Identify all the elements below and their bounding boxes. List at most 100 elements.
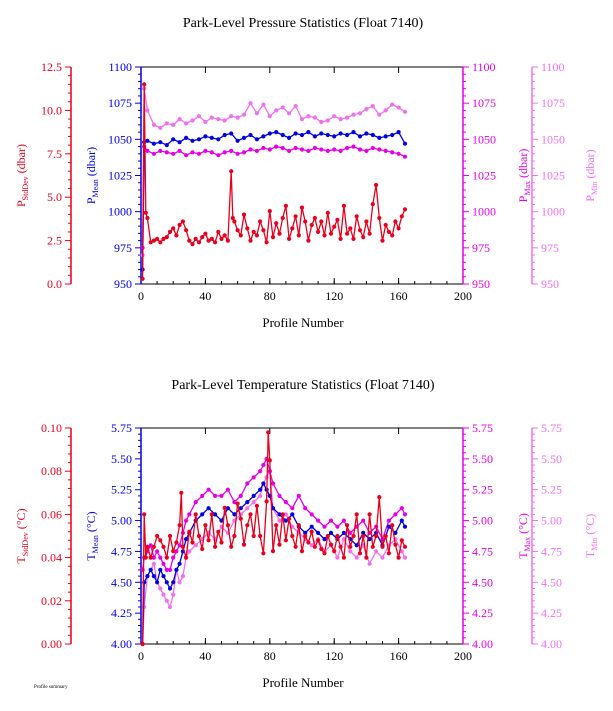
max-data-point [248, 147, 253, 152]
mean-axis-tick-label: 5.00 [111, 514, 132, 528]
mean-data-point [171, 137, 176, 142]
stddev-data-point [277, 231, 282, 236]
axis-label-subscript: Min [590, 182, 599, 195]
stddev-data-point [251, 533, 256, 539]
stddev-data-point [361, 235, 366, 240]
stddev-data-point [267, 458, 272, 463]
axis-label-subscript: StdDev [21, 176, 30, 200]
stddev-data-point [177, 222, 182, 228]
stddev-data-point [319, 546, 324, 552]
max-data-point [280, 145, 285, 151]
min-data-point [293, 104, 298, 109]
stddev-data-point [332, 549, 337, 554]
stddev-data-point [196, 533, 202, 539]
stddev-data-point [402, 207, 408, 212]
min-data-point [299, 117, 305, 122]
stddev-data-point [402, 544, 408, 549]
axis-label-unit: (dbar) [516, 149, 530, 181]
stddev-data-point [309, 529, 314, 534]
stddev-data-point [177, 523, 182, 528]
stddev-data-point [296, 233, 301, 238]
stddev-data-point [254, 233, 259, 238]
stddev-data-point [142, 512, 147, 517]
stddev-axis-tick-label: 12.5 [41, 60, 62, 74]
plot-frame [140, 66, 464, 285]
stddev-data-point [280, 215, 285, 221]
mean-data-point [219, 518, 224, 523]
min-data-point [332, 114, 337, 119]
max-data-point [203, 148, 208, 153]
min-data-point [203, 119, 208, 125]
stddev-data-point [325, 210, 330, 215]
mean-data-point [312, 134, 317, 139]
stddev-axis-tick-label: 0.02 [41, 594, 62, 608]
min-data-point [184, 121, 189, 126]
mean-axis-label: TMean (°C) [84, 511, 100, 560]
min-data-point [277, 518, 282, 523]
stddev-data-point [203, 523, 208, 528]
mean-data-point [283, 518, 288, 523]
stddev-data-point [261, 551, 266, 556]
stddev-data-point [241, 212, 247, 217]
stddev-axis-tick-label: 10.0 [41, 103, 62, 117]
stddev-data-point [370, 544, 375, 549]
mean-data-point [232, 512, 237, 517]
max-data-point [402, 154, 408, 159]
max-data-point [290, 506, 295, 511]
mean-data-point [155, 580, 160, 585]
stddev-data-point [151, 544, 156, 549]
max-data-point [312, 145, 317, 151]
min-data-point [364, 106, 369, 112]
min-axis-tick-label: 4.25 [541, 606, 562, 620]
stddev-data-point [219, 540, 224, 545]
stddev-data-point [143, 555, 148, 560]
min-data-point [306, 114, 311, 119]
x-tick-label: 40 [199, 649, 211, 663]
stddev-data-point [299, 549, 305, 554]
mean-data-point [251, 493, 256, 498]
min-data-point [367, 561, 372, 566]
axis-label-unit: (°C) [84, 511, 98, 535]
stddev-data-point [316, 229, 321, 234]
stddev-data-point [335, 533, 340, 539]
stddev-data-point [190, 242, 195, 247]
mean-data-point [196, 137, 202, 142]
stddev-data-point [290, 226, 295, 231]
min-data-point [335, 555, 340, 560]
axis-label-unit: (°C) [516, 513, 530, 537]
stddev-data-point [187, 529, 192, 534]
stddev-data-point [283, 538, 288, 543]
min-data-point [399, 549, 404, 554]
min-axis-tick-label: 975 [541, 241, 559, 255]
mean-data-point [261, 134, 266, 139]
axis-label-symbol: P [516, 195, 530, 202]
axis-label-subscript: Mean [91, 535, 100, 553]
max-axis-tick-label: 1100 [472, 60, 496, 74]
mean-data-point [390, 132, 395, 138]
max-axis-tick-label: 5.75 [472, 421, 493, 435]
stddev-data-point [225, 238, 230, 243]
min-data-point [325, 118, 330, 123]
max-data-point [357, 147, 363, 152]
stddev-data-point [171, 226, 176, 231]
stddev-data-point [258, 533, 263, 539]
axis-label-symbol: T [84, 553, 98, 561]
max-data-point [238, 493, 243, 498]
chart-title: Park-Level Pressure Statistics (Float 71… [183, 16, 424, 31]
min-data-point [258, 493, 263, 498]
mean-data-point [364, 131, 369, 136]
max-data-point [219, 493, 224, 498]
x-axis-label: Profile Number [262, 315, 344, 330]
stddev-data-point [338, 236, 343, 241]
min-axis-label: TMin (°C) [583, 514, 599, 558]
stddev-data-point [230, 215, 235, 221]
mean-axis-tick-label: 1100 [108, 60, 132, 74]
stddev-data-point [341, 203, 346, 208]
stddev-data-point [270, 235, 276, 240]
min-data-point [193, 543, 198, 548]
stddev-data-point [390, 233, 395, 238]
mean-data-point [274, 130, 279, 135]
mean-data-point [293, 131, 298, 136]
mean-data-point [167, 586, 173, 591]
min-axis-tick-label: 950 [541, 277, 559, 291]
